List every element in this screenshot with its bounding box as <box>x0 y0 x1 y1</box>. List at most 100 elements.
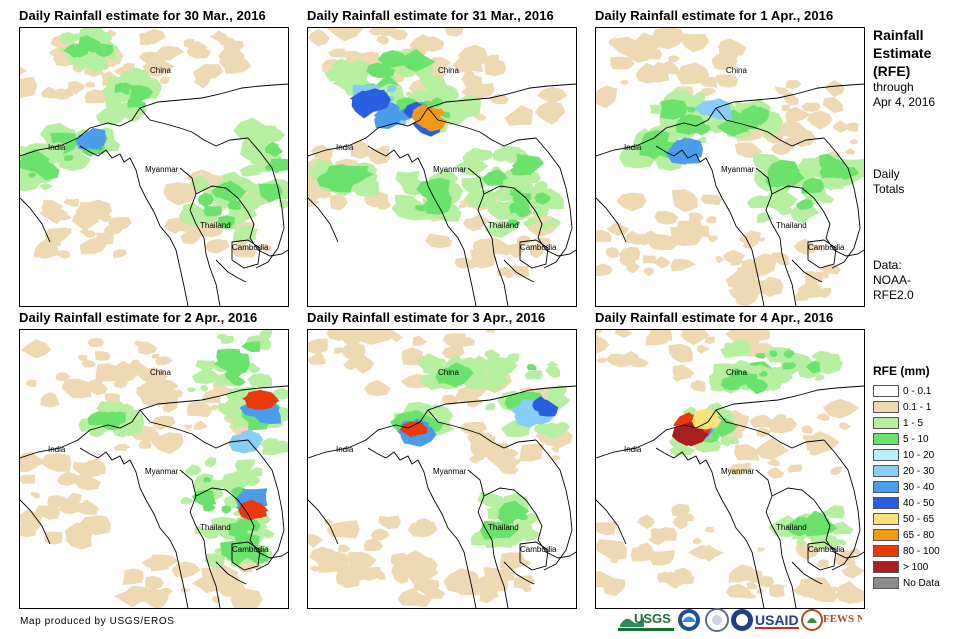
legend-swatch <box>873 433 899 445</box>
legend-label: 65 - 80 <box>903 529 935 541</box>
daily-totals-label: Daily Totals <box>873 167 904 197</box>
logo-strip: USGS USAID FEWS NET <box>618 608 862 632</box>
usaid-logo: USAID <box>731 609 799 631</box>
map-label-china: China <box>150 66 171 75</box>
side-title-block: Rainfall Estimate (RFE) through Apr 4, 2… <box>873 26 935 110</box>
legend-swatch <box>873 561 899 573</box>
usaid-logo-text: USAID <box>755 612 799 628</box>
map-label-china: China <box>438 66 459 75</box>
panel-title: Daily Rainfall estimate for 31 Mar., 201… <box>307 8 554 23</box>
legend-swatch <box>873 545 899 557</box>
legend-item: 80 - 100 <box>873 543 940 559</box>
legend-label: 0.1 - 1 <box>903 401 932 413</box>
legend-label: No Data <box>903 577 940 589</box>
data-source-line: RFE2.0 <box>873 288 914 302</box>
legend-swatch <box>873 497 899 509</box>
rainfall-map: China India Myanmar Thailand Cambodia <box>19 329 289 609</box>
rainfall-map: China India Myanmar Thailand Cambodia <box>307 27 577 307</box>
credit-text: Map produced by USGS/EROS <box>20 616 175 627</box>
map-label-cambodia: Cambodia <box>808 243 845 252</box>
legend-swatch <box>873 481 899 493</box>
legend-label: 1 - 5 <box>903 417 924 429</box>
side-title-line: Rainfall <box>873 27 924 43</box>
map-svg: China India Myanmar Thailand Cambodia <box>308 330 576 608</box>
map-label-india: India <box>624 445 642 454</box>
through-label: through <box>873 80 914 94</box>
panel-title: Daily Rainfall estimate for 4 Apr., 2016 <box>595 310 834 325</box>
fews-net-logo: FEWS NET <box>801 609 862 631</box>
daily-label: Daily <box>873 167 900 181</box>
legend-item: 5 - 10 <box>873 431 940 447</box>
panel-title: Daily Rainfall estimate for 30 Mar., 201… <box>19 8 266 23</box>
legend-label: 20 - 30 <box>903 465 935 477</box>
map-label-india: India <box>48 445 66 454</box>
map-svg: China India Myanmar Thailand Cambodia <box>20 28 288 306</box>
map-svg: China India Myanmar Thailand Cambodia <box>596 330 864 608</box>
legend-label: 10 - 20 <box>903 449 935 461</box>
map-label-cambodia: Cambodia <box>808 545 845 554</box>
legend-item: 30 - 40 <box>873 479 940 495</box>
map-label-india: India <box>336 143 354 152</box>
side-title-line: (RFE) <box>873 63 911 79</box>
data-label: Data: <box>873 258 902 272</box>
map-label-thailand: Thailand <box>200 221 231 230</box>
map-label-india: India <box>48 143 66 152</box>
rainfall-map: China India Myanmar Thailand Cambodia <box>307 329 577 609</box>
map-label-china: China <box>150 368 171 377</box>
legend-label: 80 - 100 <box>903 545 940 557</box>
panel-title: Daily Rainfall estimate for 2 Apr., 2016 <box>19 310 258 325</box>
map-label-myanmar: Myanmar <box>433 467 467 476</box>
legend-item: > 100 <box>873 559 940 575</box>
map-label-myanmar: Myanmar <box>145 165 179 174</box>
map-label-thailand: Thailand <box>488 523 519 532</box>
doi-seal-logo <box>705 608 729 632</box>
legend-swatch <box>873 465 899 477</box>
legend-swatch <box>873 577 899 589</box>
map-svg: China India Myanmar Thailand Cambodia <box>308 28 576 306</box>
map-label-myanmar: Myanmar <box>721 467 755 476</box>
noaa-logo <box>678 609 700 631</box>
map-label-china: China <box>438 368 459 377</box>
legend-item: 50 - 65 <box>873 511 940 527</box>
usgs-logo: USGS <box>618 611 674 631</box>
map-label-thailand: Thailand <box>776 221 807 230</box>
map-label-myanmar: Myanmar <box>145 467 179 476</box>
map-label-india: India <box>624 143 642 152</box>
legend-swatch <box>873 417 899 429</box>
legend-item: 0.1 - 1 <box>873 399 940 415</box>
legend-item: 10 - 20 <box>873 447 940 463</box>
side-title-line: Estimate <box>873 45 932 61</box>
map-label-china: China <box>726 368 747 377</box>
legend-item: No Data <box>873 575 940 591</box>
legend-item: 40 - 50 <box>873 495 940 511</box>
legend-label: 0 - 0.1 <box>903 385 932 397</box>
map-label-cambodia: Cambodia <box>520 545 557 554</box>
totals-label: Totals <box>873 182 905 196</box>
legend-label: 30 - 40 <box>903 481 935 493</box>
legend-label: 40 - 50 <box>903 497 935 509</box>
rainfall-map: China India Myanmar Thailand Cambodia <box>595 27 865 307</box>
legend: RFE (mm) 0 - 0.1 0.1 - 1 1 - 5 5 - 10 10 - 2… <box>873 364 940 591</box>
legend-swatch <box>873 529 899 541</box>
legend-label: 50 - 65 <box>903 513 935 525</box>
panel-title: Daily Rainfall estimate for 1 Apr., 2016 <box>595 8 834 23</box>
legend-swatch <box>873 385 899 397</box>
legend-title: RFE (mm) <box>873 364 930 378</box>
map-label-cambodia: Cambodia <box>232 545 269 554</box>
map-label-thailand: Thailand <box>776 523 807 532</box>
rainfall-map: China India Myanmar Thailand Cambodia <box>595 329 865 609</box>
data-source-line: NOAA- <box>873 273 912 287</box>
map-svg: China India Myanmar Thailand Cambodia <box>596 28 864 306</box>
legend-item: 1 - 5 <box>873 415 940 431</box>
legend-item: 65 - 80 <box>873 527 940 543</box>
map-label-cambodia: Cambodia <box>520 243 557 252</box>
map-svg: China India Myanmar Thailand Cambodia <box>20 330 288 608</box>
legend-label: > 100 <box>903 561 929 573</box>
legend-item: 0 - 0.1 <box>873 383 940 399</box>
legend-swatch <box>873 513 899 525</box>
map-label-india: India <box>336 445 354 454</box>
legend-label: 5 - 10 <box>903 433 929 445</box>
panel-title: Daily Rainfall estimate for 3 Apr., 2016 <box>307 310 546 325</box>
map-label-myanmar: Myanmar <box>433 165 467 174</box>
fews-net-logo-text: FEWS NET <box>823 613 862 625</box>
